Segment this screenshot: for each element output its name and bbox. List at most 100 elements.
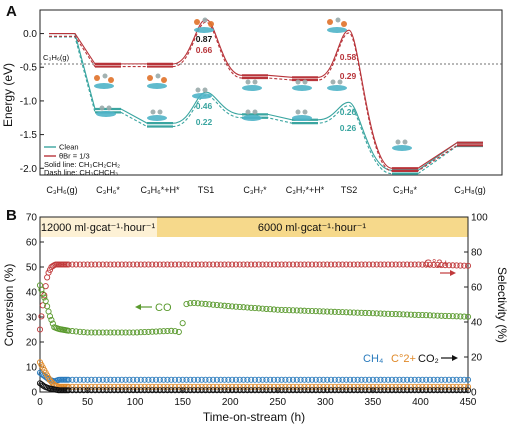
data-point bbox=[236, 303, 243, 311]
data-point bbox=[236, 383, 243, 390]
data-point bbox=[316, 376, 323, 383]
x-tick-label: 350 bbox=[365, 397, 382, 408]
data-point bbox=[426, 383, 434, 390]
data-point bbox=[274, 261, 281, 268]
data-point bbox=[350, 383, 357, 390]
data-point bbox=[438, 376, 445, 383]
data-point bbox=[457, 313, 464, 320]
data-point bbox=[453, 313, 460, 320]
molecule-icon bbox=[96, 105, 116, 117]
data-point bbox=[248, 383, 255, 390]
data-point bbox=[267, 261, 274, 268]
data-point bbox=[152, 383, 160, 390]
data-point bbox=[99, 383, 106, 390]
data-point bbox=[114, 383, 122, 390]
data-point bbox=[122, 329, 129, 336]
data-point bbox=[263, 383, 270, 390]
data-point bbox=[426, 261, 434, 268]
data-point bbox=[327, 261, 335, 268]
data-point bbox=[114, 329, 122, 336]
data-point bbox=[289, 307, 297, 314]
data-point bbox=[396, 311, 403, 318]
data-point bbox=[69, 376, 76, 383]
data-point bbox=[217, 302, 224, 309]
y-tick-label: -1.5 bbox=[20, 130, 38, 141]
data-point bbox=[434, 376, 441, 383]
x-tick-label: 250 bbox=[269, 397, 286, 408]
data-point bbox=[210, 376, 217, 383]
data-point bbox=[327, 376, 335, 383]
data-point bbox=[289, 376, 297, 383]
data-point bbox=[39, 302, 46, 309]
data-point bbox=[73, 261, 80, 268]
data-point bbox=[423, 312, 430, 319]
data-point bbox=[80, 383, 87, 390]
data-point bbox=[453, 376, 460, 383]
data-point bbox=[65, 387, 72, 394]
molecule-icon bbox=[292, 79, 312, 91]
data-point bbox=[289, 387, 297, 394]
data-point bbox=[449, 313, 456, 320]
data-point bbox=[305, 307, 312, 314]
y-tick-label: -2.0 bbox=[20, 164, 38, 175]
data-point bbox=[130, 261, 137, 268]
data-point bbox=[103, 261, 110, 268]
clean-dash-path bbox=[49, 36, 483, 175]
data-point bbox=[198, 261, 205, 268]
c2plus-small-label: C°2+ bbox=[391, 353, 416, 365]
data-point bbox=[331, 261, 338, 268]
data-point bbox=[145, 383, 152, 390]
data-point bbox=[411, 387, 418, 394]
data-point bbox=[168, 387, 175, 394]
data-point bbox=[213, 387, 220, 394]
ch4-label: CH₄ bbox=[363, 353, 384, 365]
state-label: C₃H₇* bbox=[243, 185, 267, 195]
data-point bbox=[80, 387, 87, 394]
data-point bbox=[80, 376, 87, 383]
data-point bbox=[297, 376, 304, 383]
co2-label: CO₂ bbox=[418, 353, 439, 365]
data-point bbox=[331, 383, 338, 390]
data-point bbox=[263, 261, 270, 268]
panel-a-state-labels: C₃H₆(g) C₃H₆* C₃H₆*+H* TS1 C₃H₇* C₃H₇*+H… bbox=[46, 185, 485, 195]
data-point bbox=[343, 261, 350, 268]
data-point bbox=[69, 387, 76, 394]
y-left-tick-label: 50 bbox=[26, 263, 38, 274]
data-point bbox=[335, 261, 342, 268]
data-point bbox=[464, 262, 472, 269]
data-point bbox=[191, 387, 198, 394]
data-point bbox=[388, 261, 395, 268]
data-point bbox=[400, 387, 407, 394]
y-right-tick-label: 80 bbox=[471, 248, 483, 259]
data-point bbox=[221, 376, 228, 383]
energy-profile-paths bbox=[49, 18, 483, 175]
data-point bbox=[453, 387, 460, 394]
data-point bbox=[160, 328, 167, 335]
data-point bbox=[434, 387, 441, 394]
data-point bbox=[286, 307, 293, 314]
data-point bbox=[438, 312, 445, 319]
data-point bbox=[141, 329, 148, 336]
data-point bbox=[217, 383, 224, 390]
data-point bbox=[145, 328, 152, 335]
data-point bbox=[126, 376, 133, 383]
data-point bbox=[411, 311, 418, 318]
data-point bbox=[130, 383, 137, 390]
data-point bbox=[461, 313, 468, 320]
panel-a-legend: Clean θBr = 1/3 Solid line: CH₃CH₂CH₂ Da… bbox=[44, 143, 120, 177]
x-tick-label: 50 bbox=[82, 397, 94, 408]
data-point bbox=[194, 261, 201, 268]
data-point bbox=[206, 301, 213, 308]
data-point bbox=[172, 376, 179, 383]
data-point bbox=[259, 387, 266, 394]
data-point bbox=[141, 376, 148, 383]
data-point bbox=[73, 328, 80, 335]
data-point bbox=[335, 308, 342, 316]
data-point bbox=[111, 383, 118, 390]
panel-a-letter: A bbox=[6, 3, 17, 20]
state-label: C₃H₆(g) bbox=[46, 185, 77, 195]
data-point bbox=[240, 376, 247, 383]
data-point bbox=[320, 387, 327, 394]
data-point bbox=[278, 387, 285, 394]
data-point bbox=[385, 383, 392, 390]
